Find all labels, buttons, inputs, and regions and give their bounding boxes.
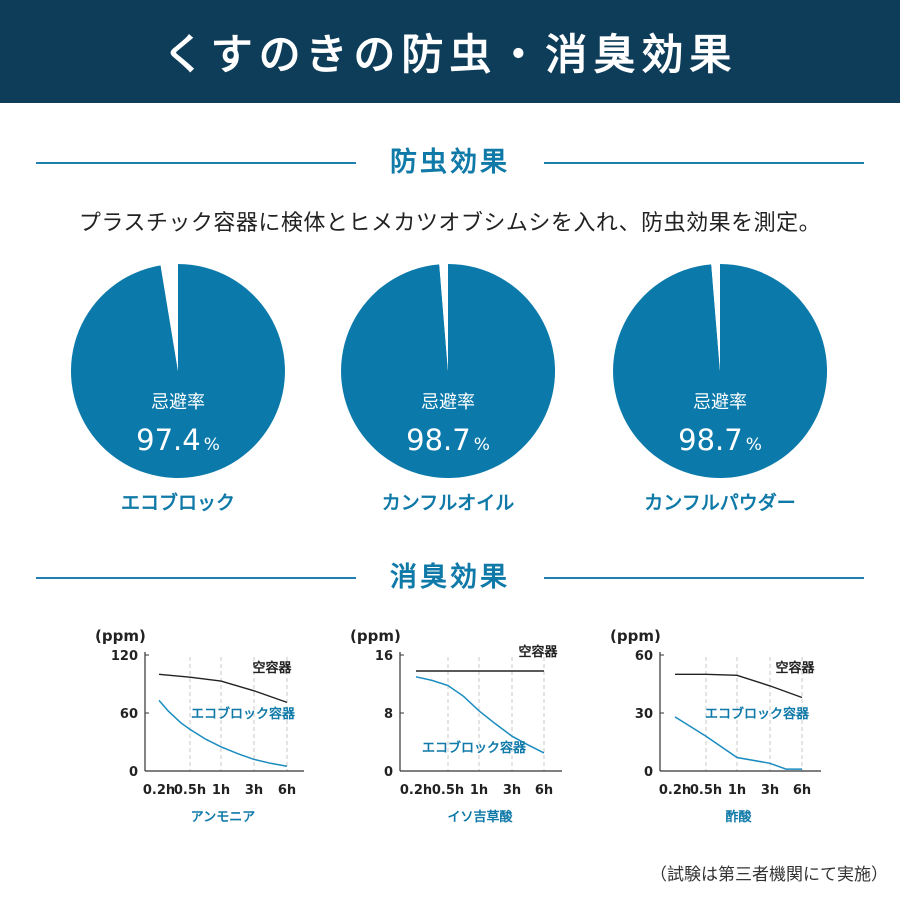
y-tick-label: 8 <box>384 707 393 722</box>
x-tick-label: 0.2h <box>400 783 432 798</box>
y-tick-label: 60 <box>120 707 138 722</box>
chart-title: イソ吉草酸 <box>447 809 513 825</box>
insect-test-description: プラスチック容器に検体とヒメカツオブシムシを入れ、防虫効果を測定。 <box>78 211 822 236</box>
pie-value-unit: % <box>474 435 490 455</box>
series-label-empty-container: 空容器 <box>518 644 558 660</box>
series-line-ecoblock-container <box>158 699 288 767</box>
y-axis-label: (ppm) <box>610 627 661 645</box>
pie-slice-remaining <box>711 264 720 371</box>
line-chart-0: (ppm) 0 60 120 0.2h0.5h 1h 3h 6h 空容器エコブロック容器アンモニ… <box>95 627 304 825</box>
pie-chart-2: 忌避率 98.7% <box>613 264 828 479</box>
pie-slice-repelled <box>613 264 828 479</box>
series-label-empty-container: 空容器 <box>252 660 292 676</box>
pie-chart-0: 忌避率 97.4% <box>70 264 285 478</box>
x-tick-label: 0.2h <box>143 783 175 798</box>
y-tick-label: 0 <box>644 765 653 780</box>
series-label-empty-container: 空容器 <box>775 660 815 676</box>
heading-rule-right <box>544 577 864 579</box>
x-tick-label: 1h <box>728 783 746 798</box>
pie-value-label: 97.4% <box>136 423 220 457</box>
pie-metric-label: 忌避率 <box>693 392 747 413</box>
y-tick-label: 0 <box>384 765 393 780</box>
insect-section-heading: 防虫効果 <box>0 143 900 183</box>
x-tick-label: 6h <box>278 783 296 798</box>
pie-slice-remaining <box>160 264 178 371</box>
footnote: （試験は第三者機関にて実施） <box>650 865 888 885</box>
pie-name-camphor-oil: カンフルオイル <box>381 492 515 514</box>
pie-value-number: 98.7 <box>406 423 471 457</box>
pie-slice-repelled <box>70 264 285 478</box>
pie-value-label: 98.7% <box>678 423 762 457</box>
insect-heading-label: 防虫効果 <box>390 147 510 178</box>
x-tick-label: 6h <box>535 783 553 798</box>
x-tick-label: 3h <box>761 783 779 798</box>
pie-value-unit: % <box>204 435 220 455</box>
x-tick-label: 3h <box>503 783 521 798</box>
x-tick-label: 0.5h <box>174 783 206 798</box>
chart-title: 酢酸 <box>725 809 752 825</box>
y-axis-label: (ppm) <box>350 627 401 645</box>
y-tick-label: 30 <box>635 707 653 722</box>
odor-heading-label: 消臭効果 <box>390 562 510 593</box>
x-tick-label: 0.2h <box>659 783 691 798</box>
pie-slice-remaining <box>439 264 448 371</box>
y-tick-label: 120 <box>111 649 138 664</box>
pie-value-number: 98.7 <box>678 423 743 457</box>
pie-metric-label: 忌避率 <box>151 392 205 413</box>
series-line-empty-container <box>158 673 288 704</box>
pie-chart-1: 忌避率 98.7% <box>341 264 556 478</box>
y-tick-label: 60 <box>635 649 653 664</box>
x-tick-label: 0.5h <box>690 783 722 798</box>
heading-rule-left <box>36 577 356 579</box>
x-tick-label: 1h <box>212 783 230 798</box>
pie-value-number: 97.4 <box>136 423 201 457</box>
pie-name-ecoblock: エコブロック <box>120 492 235 514</box>
odor-section-heading: 消臭効果 <box>0 558 900 598</box>
pie-value-unit: % <box>746 435 762 455</box>
pie-slice-repelled <box>341 264 556 478</box>
pie-name-camphor-powder: カンフルパウダー <box>644 492 796 514</box>
heading-rule-left <box>36 162 356 164</box>
chart-title: アンモニア <box>191 810 255 825</box>
series-label-ecoblock-container: エコブロック容器 <box>191 706 296 722</box>
y-axis-label: (ppm) <box>95 627 146 645</box>
series-line-empty-container <box>675 673 803 699</box>
series-label-ecoblock-container: エコブロック容器 <box>705 706 810 722</box>
x-tick-label: 0.5h <box>432 783 464 798</box>
pie-value-label: 98.7% <box>406 423 490 457</box>
series-label-ecoblock-container: エコブロック容器 <box>422 740 527 756</box>
title-banner: くすのきの防虫・消臭効果 <box>0 0 900 103</box>
pie-names: エコブロック カンフルオイル カンフルパウダー <box>0 488 900 518</box>
heading-rule-right <box>544 162 864 164</box>
x-tick-label: 1h <box>470 783 488 798</box>
page-title: くすのきの防虫・消臭効果 <box>162 30 738 79</box>
series-line-ecoblock-container <box>415 676 545 754</box>
repellency-pie-charts: 忌避率 97.4 % 忌避率 98.7 % 忌避率 98.7% <box>70 264 828 479</box>
x-tick-label: 6h <box>793 783 811 798</box>
x-tick-label: 3h <box>245 783 263 798</box>
y-tick-label: 0 <box>129 765 138 780</box>
y-tick-label: 16 <box>375 649 393 664</box>
pie-metric-label: 忌避率 <box>421 392 475 413</box>
series-line-ecoblock-container <box>674 716 802 770</box>
